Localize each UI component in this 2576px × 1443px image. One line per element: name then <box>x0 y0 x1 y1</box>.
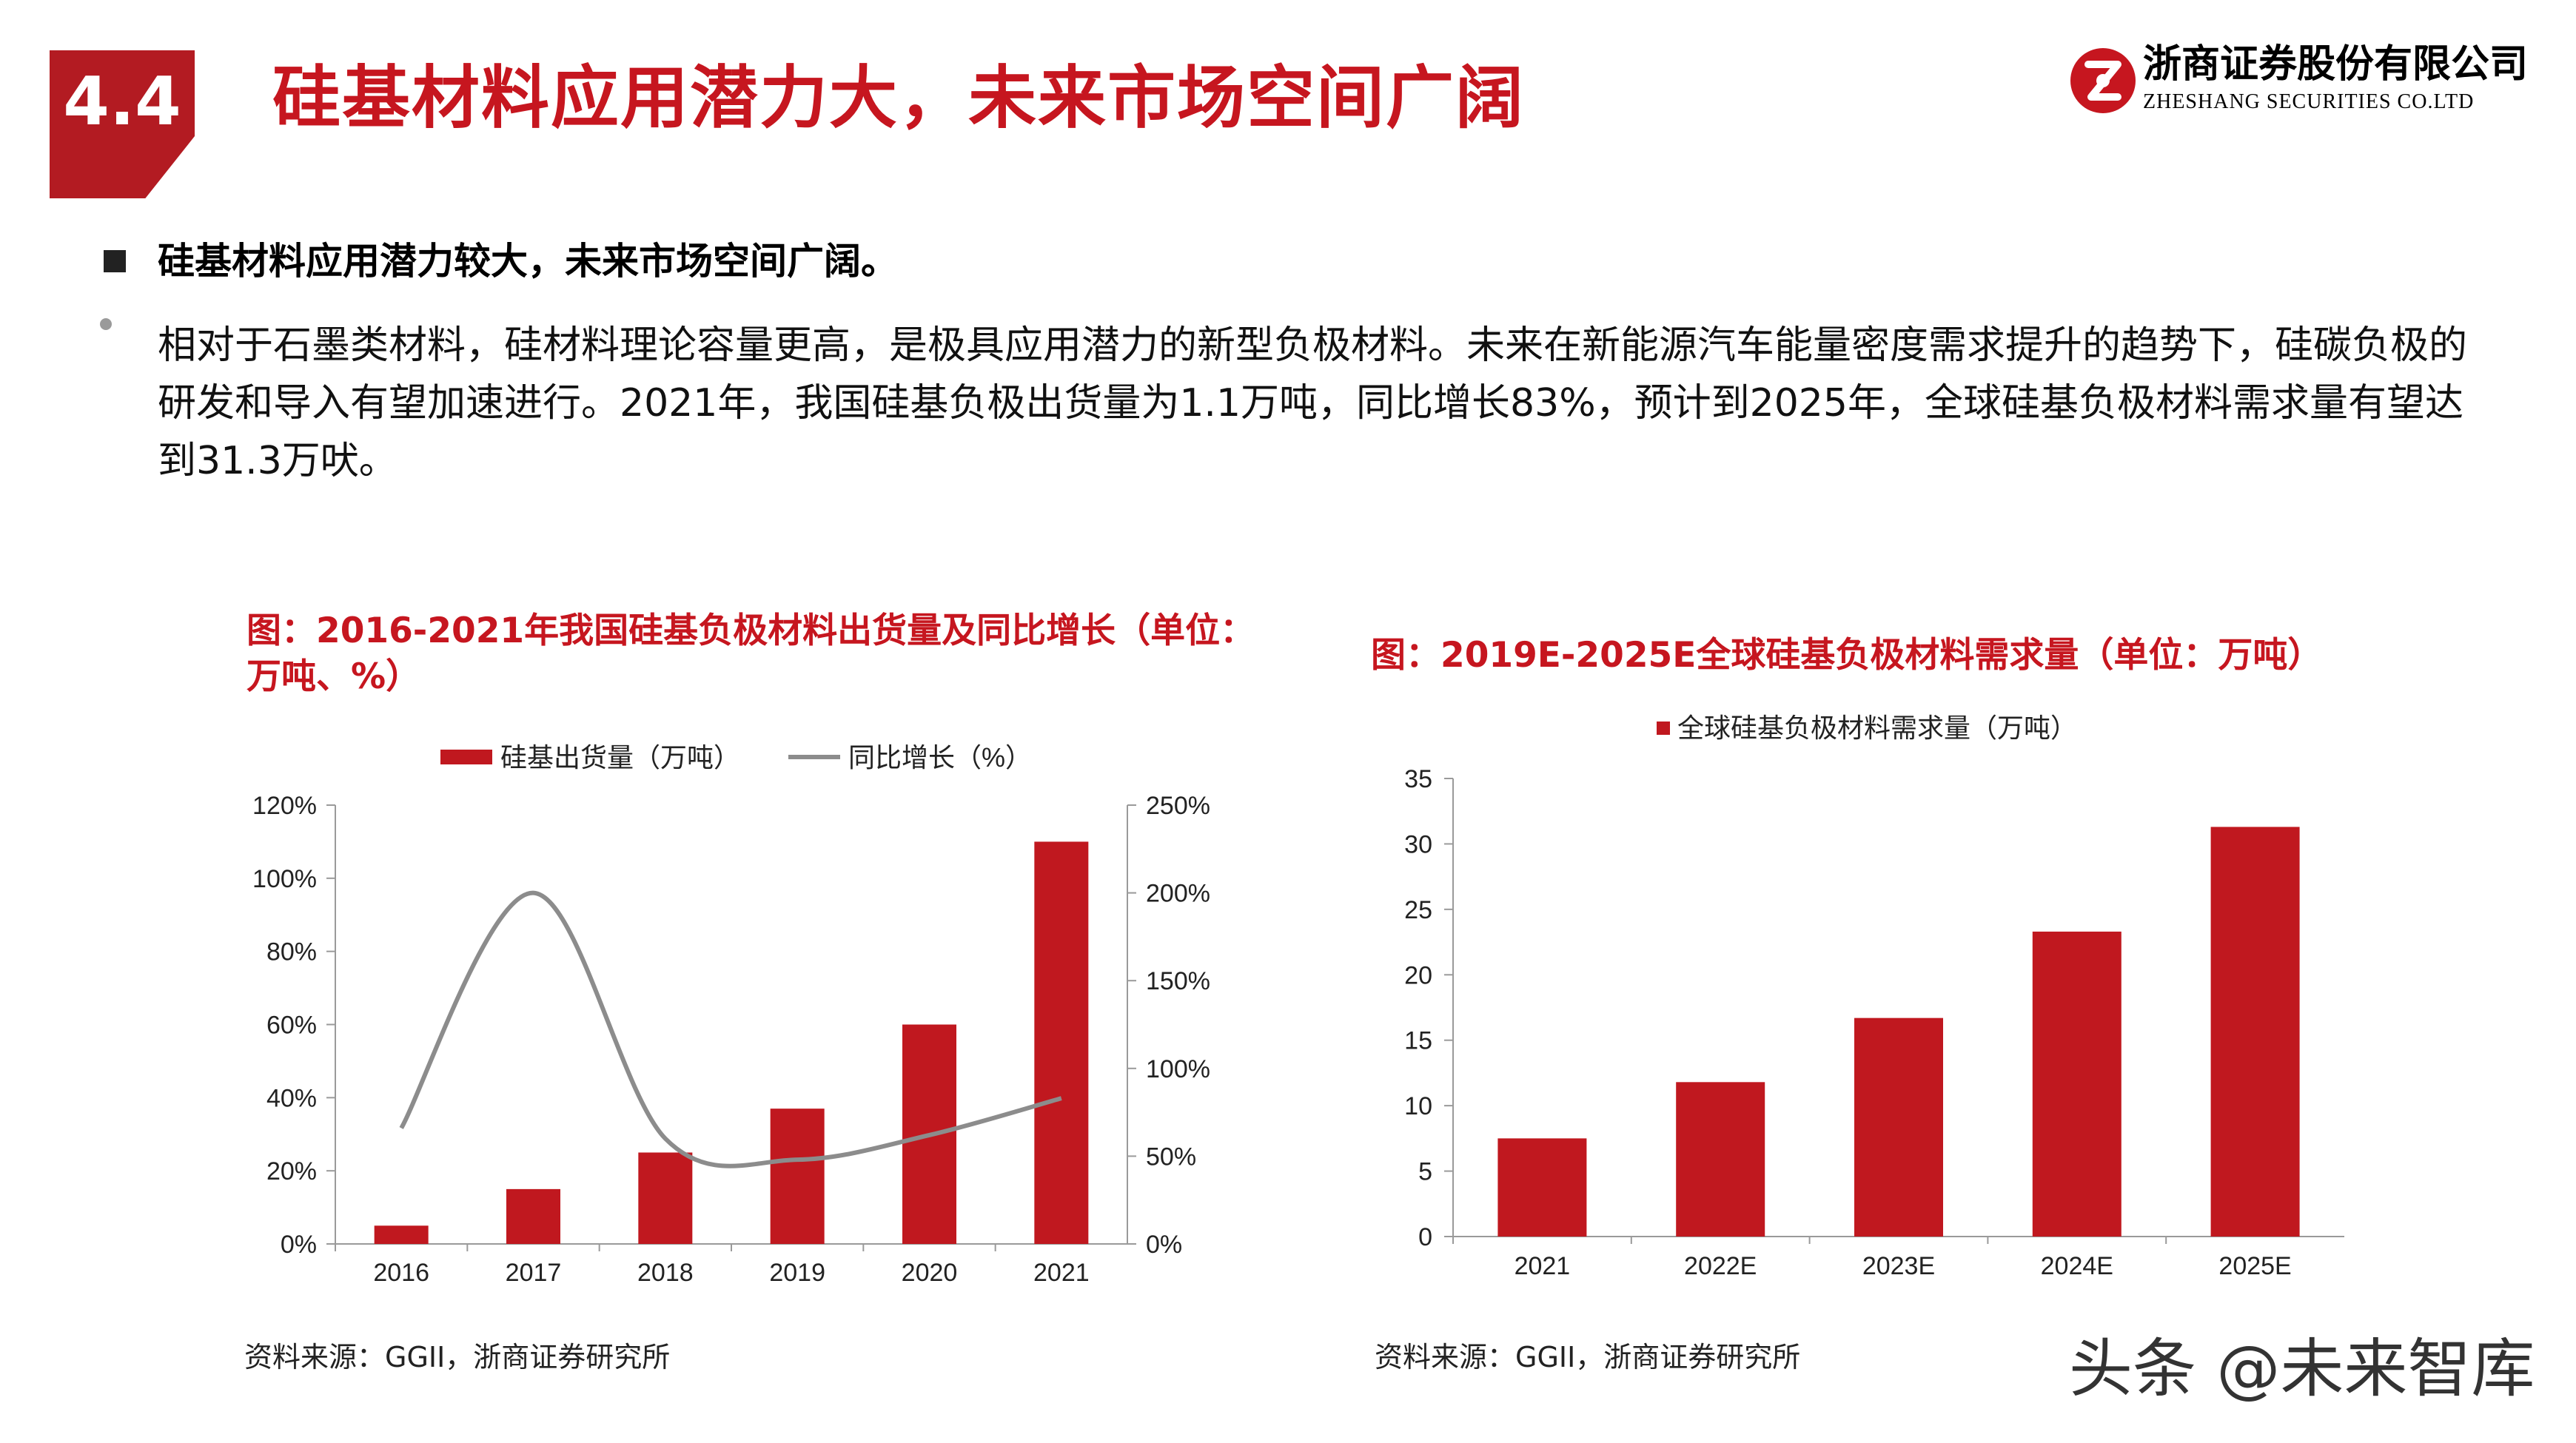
x-tick-label: 2021 <box>1515 1252 1571 1280</box>
bar-2024E <box>2032 931 2121 1237</box>
right-tick-label: 100% <box>1146 1055 1210 1083</box>
watermark-text: 头条 @未来智库 <box>2069 1332 2535 1406</box>
x-tick-label: 2017 <box>506 1259 562 1287</box>
legend-bar-swatch <box>440 750 492 764</box>
left-chart-caption: 图：2016-2021年我国硅基负极材料出货量及同比增长（单位：万吨、%） <box>246 610 1255 697</box>
y-tick-label: 10 <box>1404 1092 1432 1120</box>
legend-label: 全球硅基负极材料需求量（万吨） <box>1677 713 2077 743</box>
right-tick-label: 0% <box>1146 1231 1182 1259</box>
left-tick-label: 20% <box>266 1157 317 1185</box>
x-tick-label: 2020 <box>902 1259 958 1287</box>
bar-2025E <box>2210 827 2300 1237</box>
right-tick-label: 250% <box>1146 792 1210 820</box>
bar-2018 <box>638 1152 693 1244</box>
x-tick-label: 2023E <box>1862 1252 1935 1280</box>
legend-swatch <box>1657 722 1670 735</box>
bar-2022E <box>1676 1082 1765 1237</box>
right-tick-label: 200% <box>1146 880 1210 908</box>
x-tick-label: 2019 <box>769 1259 825 1287</box>
left-tick-label: 120% <box>252 792 317 820</box>
growth-line <box>399 890 1062 1168</box>
left-tick-label: 0% <box>281 1231 317 1259</box>
square-bullet-icon <box>104 250 126 272</box>
x-tick-label: 2025E <box>2218 1252 2291 1280</box>
headline-text: 硅基材料应用潜力较大，未来市场空间广阔。 <box>158 240 898 283</box>
left-tick-label: 100% <box>252 865 317 893</box>
x-tick-label: 2016 <box>373 1259 429 1287</box>
legend-line-label: 同比增长（%） <box>848 742 1032 773</box>
y-tick-label: 25 <box>1404 896 1432 924</box>
y-tick-label: 15 <box>1404 1027 1432 1055</box>
bar-2017 <box>506 1188 560 1244</box>
logo-text-cn: 浙商证券股份有限公司 <box>2143 42 2529 87</box>
x-tick-label: 2018 <box>637 1259 694 1287</box>
right-chart-caption: 图：2019E-2025E全球硅基负极材料需求量（单位：万吨） <box>1371 635 2323 676</box>
x-tick-label: 2022E <box>1684 1252 1757 1280</box>
section-number: 4.4 <box>63 63 181 141</box>
logo-text-en: ZHESHANG SECURITIES CO.LTD <box>2143 90 2475 113</box>
left-tick-label: 60% <box>266 1012 317 1040</box>
right-chart-source: 资料来源：GGII，浙商证券研究所 <box>1375 1341 1801 1373</box>
y-tick-label: 0 <box>1418 1223 1432 1251</box>
right-tick-label: 50% <box>1146 1143 1196 1171</box>
company-logo: 浙商证券股份有限公司 ZHESHANG SECURITIES CO.LTD <box>2069 39 2528 128</box>
page-title: 硅基材料应用潜力大，未来市场空间广阔 <box>272 58 1526 138</box>
legend-bar-label: 硅基出货量（万吨） <box>500 742 740 773</box>
y-tick-label: 20 <box>1404 961 1432 989</box>
bar-2019 <box>770 1109 825 1244</box>
bar-2023E <box>1854 1018 1943 1237</box>
y-tick-label: 5 <box>1418 1158 1432 1186</box>
right-tick-label: 150% <box>1146 967 1210 995</box>
left-tick-label: 80% <box>266 938 317 966</box>
left-chart-source: 资料来源：GGII，浙商证券研究所 <box>244 1341 671 1373</box>
right-chart: 0 5 10 15 20 25 30 35 2021 2022E 2023E 2024E 2025E 全球… <box>1404 713 2344 1280</box>
dot-bullet-icon <box>100 318 112 330</box>
x-tick-label: 2021 <box>1033 1259 1090 1287</box>
section-badge: 4.4 <box>50 50 195 198</box>
y-tick-label: 35 <box>1404 765 1432 793</box>
logo-mark-icon <box>2070 48 2136 113</box>
x-tick-label: 2024E <box>2041 1252 2113 1280</box>
left-chart: 0% 20% 40% 60% 80% 100% 120% 0% 50% 100% 150% 200% 2… <box>252 742 1210 1287</box>
bar-2021 <box>1034 841 1089 1244</box>
body-paragraph: 相对于石墨类材料，硅材料理论容量更高，是极具应用潜力的新型负极材料。未来在新能源… <box>158 323 2468 483</box>
bar-2016 <box>374 1225 429 1244</box>
y-tick-label: 30 <box>1404 830 1432 858</box>
left-tick-label: 40% <box>266 1084 317 1112</box>
bar-2021 <box>1497 1138 1587 1237</box>
